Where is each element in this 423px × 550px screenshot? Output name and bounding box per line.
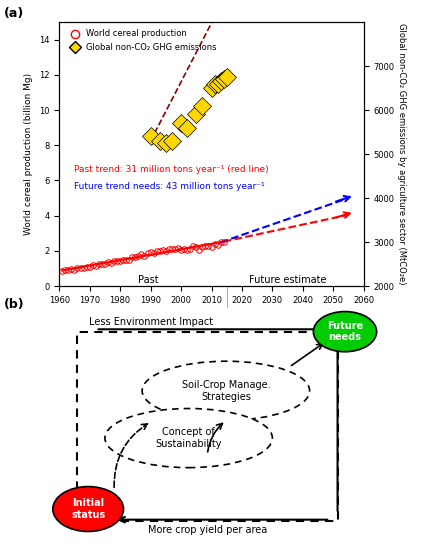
Circle shape <box>313 311 376 352</box>
Text: (b): (b) <box>4 298 25 311</box>
Y-axis label: World cereal production (billion Mg): World cereal production (billion Mg) <box>25 73 33 235</box>
Text: Initial
status: Initial status <box>71 498 105 520</box>
Text: Concept of
Sustainability: Concept of Sustainability <box>155 427 222 449</box>
Ellipse shape <box>142 361 310 420</box>
Legend: World cereal production, Global non-CO₂ GHG emissions: World cereal production, Global non-CO₂ … <box>63 26 220 55</box>
Text: Past: Past <box>138 275 158 285</box>
Text: Future estimate: Future estimate <box>249 275 327 285</box>
Ellipse shape <box>105 409 272 468</box>
Text: Future trend needs: 43 million tons year⁻¹: Future trend needs: 43 million tons year… <box>74 182 265 191</box>
Text: More crop yield per area: More crop yield per area <box>148 525 267 535</box>
Text: Less Environment Impact: Less Environment Impact <box>89 317 214 327</box>
Circle shape <box>53 487 124 531</box>
Text: Future
needs: Future needs <box>327 321 363 343</box>
Text: (a): (a) <box>4 7 25 19</box>
Text: Soil-Crop Manage.
Strategies: Soil-Crop Manage. Strategies <box>181 380 270 402</box>
Text: Past trend: 31 million tons year⁻¹ (red line): Past trend: 31 million tons year⁻¹ (red … <box>74 164 269 174</box>
Y-axis label: Global non-CO₂ GHG emissions by agriculture sector (MtCO₂e): Global non-CO₂ GHG emissions by agricult… <box>397 23 406 285</box>
